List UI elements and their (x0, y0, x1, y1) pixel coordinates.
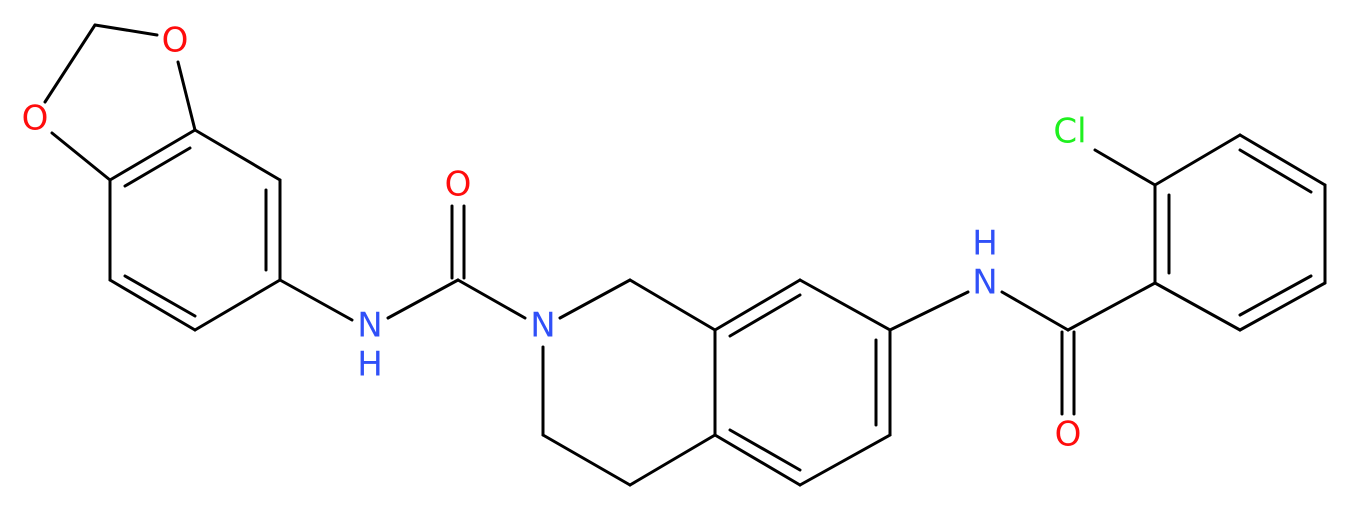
atom-label: H (357, 345, 383, 385)
atom-label: Cl (1053, 112, 1086, 152)
atom-label: O (1055, 415, 1082, 455)
atom-label: N (357, 306, 382, 346)
atom-label: O (445, 165, 472, 205)
atom-label: O (22, 99, 49, 139)
bonds (43, 23, 1327, 487)
atom-label: O (162, 21, 189, 61)
atom-label: N (530, 306, 555, 346)
atom-label: N (972, 263, 997, 303)
atom-label: H (972, 224, 998, 264)
